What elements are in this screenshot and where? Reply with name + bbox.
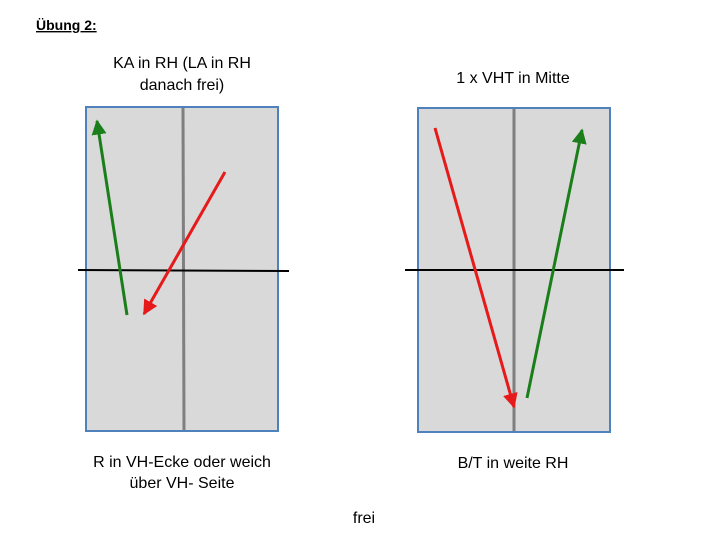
label: B/T in weite RH [458, 455, 569, 472]
label: danach frei) [140, 77, 225, 94]
center-line [181, 107, 186, 431]
arrow-green [91, 119, 129, 316]
footer: frei [353, 510, 375, 527]
field-left [77, 106, 290, 432]
label: R in VH-Ecke oder weich [93, 454, 271, 471]
field-right [405, 107, 624, 433]
label: über VH- Seite [130, 475, 235, 492]
cross-line [77, 269, 290, 272]
arrow-green [525, 128, 587, 399]
arrow-red [142, 171, 227, 316]
arrow-red [433, 127, 518, 409]
label: 1 x VHT in Mitte [456, 70, 570, 87]
label: KA in RH (LA in RH [113, 55, 251, 72]
slide-title: Übung 2: [36, 17, 97, 33]
